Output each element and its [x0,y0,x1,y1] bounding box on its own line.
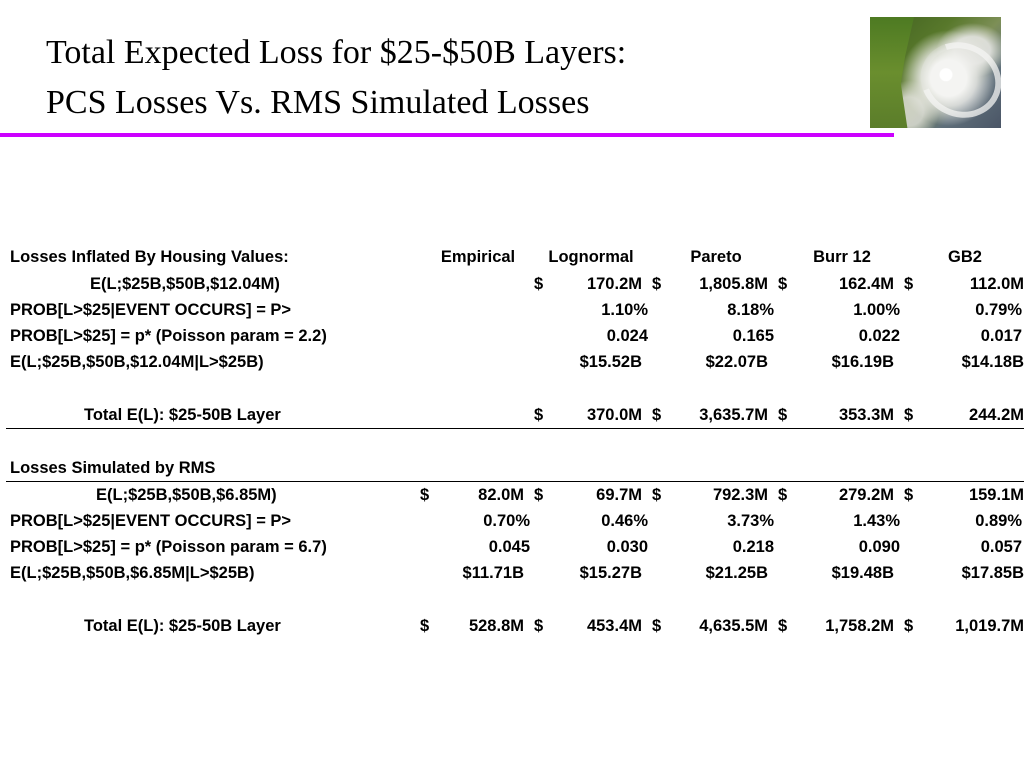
slide-title: Total Expected Loss for $25-$50B Layers:… [46,28,626,128]
table-cell: $17.85B [961,564,1024,582]
title-underline [0,133,894,137]
row-label: PROB[L>$25|EVENT OCCURS] = P> [10,512,292,530]
table-cell: $19.48B [831,564,894,582]
row-label: E(L;$25B,$50B,$6.85M|L>$25B) [10,564,255,582]
table-row: PROB[L>$25] = p* (Poisson param = 6.7) 0… [10,534,1024,560]
table-row: E(L;$25B,$50B,$6.85M) $82.0M $69.7M $792… [10,482,1024,508]
table-cell: $170.2M [534,275,642,293]
table-cell: $792.3M [652,486,768,504]
section1-header-row: Losses Inflated By Housing Values: Empir… [10,244,1024,270]
title-line-2: PCS Losses Vs. RMS Simulated Losses [46,84,590,121]
table-row: PROB[L>$25|EVENT OCCURS] = P> 1.10% 8.18… [10,297,1024,323]
table-cell: $453.4M [534,617,642,635]
table-cell: 0.090 [858,538,900,556]
table-cell: $244.2M [904,406,1024,424]
table-cell: 8.18% [727,301,774,319]
coastline-land [870,17,914,128]
table-cell: 0.022 [858,327,900,345]
hurricane-satellite-image [870,17,1001,128]
table-cell: 1.43% [853,512,900,530]
table-cell: 0.165 [732,327,774,345]
table-cell: $528.8M [420,617,524,635]
table-cell: $112.0M [904,275,1024,293]
table-cell: $279.2M [778,486,894,504]
total-row: Total E(L): $25-50B Layer $370.0M $3,635… [10,402,1024,428]
table-cell: 0.030 [606,538,648,556]
table-row: E(L;$25B,$50B,$6.85M|L>$25B) $11.71B $15… [10,560,1024,586]
table-cell: 0.057 [980,538,1022,556]
table-cell: $159.1M [904,486,1024,504]
column-header-empirical: Empirical [440,248,516,266]
section1-heading: Losses Inflated By Housing Values: [10,248,289,266]
section-divider [6,428,1024,429]
table-cell: 0.024 [606,327,648,345]
table-cell: $1,805.8M [652,275,768,293]
table-row: E(L;$25B,$50B,$12.04M) $170.2M $1,805.8M… [10,271,1024,297]
table-cell: $1,019.7M [904,617,1024,635]
column-header-pareto: Pareto [690,248,742,266]
table-cell: $370.0M [534,406,642,424]
table-cell: 0.46% [601,512,648,530]
table-cell: 0.218 [732,538,774,556]
table-cell: $162.4M [778,275,894,293]
table-cell: 0.89% [975,512,1022,530]
row-label: E(L;$25B,$50B,$12.04M|L>$25B) [10,353,264,371]
table-cell: 1.00% [853,301,900,319]
total-label: Total E(L): $25-50B Layer [84,406,281,424]
table-cell: 0.017 [980,327,1022,345]
table-cell: 0.79% [975,301,1022,319]
column-header-gb2: GB2 [948,248,982,266]
table-cell: 1.10% [601,301,648,319]
table-cell: $15.27B [579,564,642,582]
title-line-1: Total Expected Loss for $25-$50B Layers: [46,34,627,71]
table-cell: $22.07B [705,353,768,371]
table-cell: $1,758.2M [778,617,894,635]
table-cell: 0.70% [483,512,530,530]
row-label: PROB[L>$25] = p* (Poisson param = 6.7) [10,538,327,556]
table-cell: $353.3M [778,406,894,424]
table-cell: $11.71B [462,564,524,582]
table-cell: $69.7M [534,486,642,504]
table-cell: $14.18B [961,353,1024,371]
table-row: PROB[L>$25] = p* (Poisson param = 2.2) 0… [10,323,1024,349]
column-header-burr12: Burr 12 [813,248,871,266]
table-row: PROB[L>$25|EVENT OCCURS] = P> 0.70% 0.46… [10,508,1024,534]
total-label: Total E(L): $25-50B Layer [84,617,281,635]
table-cell: 0.045 [488,538,530,556]
table-cell: 3.73% [727,512,774,530]
row-label: E(L;$25B,$50B,$6.85M) [96,486,277,504]
section2-heading: Losses Simulated by RMS [10,459,216,477]
table-cell: $82.0M [420,486,524,504]
row-label: PROB[L>$25|EVENT OCCURS] = P> [10,301,292,319]
table-cell: $4,635.5M [652,617,768,635]
table-cell: $15.52B [579,353,642,371]
row-label: E(L;$25B,$50B,$12.04M) [90,275,280,293]
table-cell: $3,635.7M [652,406,768,424]
row-label: PROB[L>$25] = p* (Poisson param = 2.2) [10,327,327,345]
section2-header-row: Losses Simulated by RMS [10,455,1024,481]
section-divider [6,481,1024,482]
hurricane-swirl [908,29,1001,128]
column-header-lognormal: Lognormal [548,248,634,266]
total-row: Total E(L): $25-50B Layer $528.8M $453.4… [10,613,1024,639]
table-cell: $21.25B [705,564,768,582]
table-cell: $16.19B [831,353,894,371]
table-row: E(L;$25B,$50B,$12.04M|L>$25B) $15.52B $2… [10,349,1024,375]
